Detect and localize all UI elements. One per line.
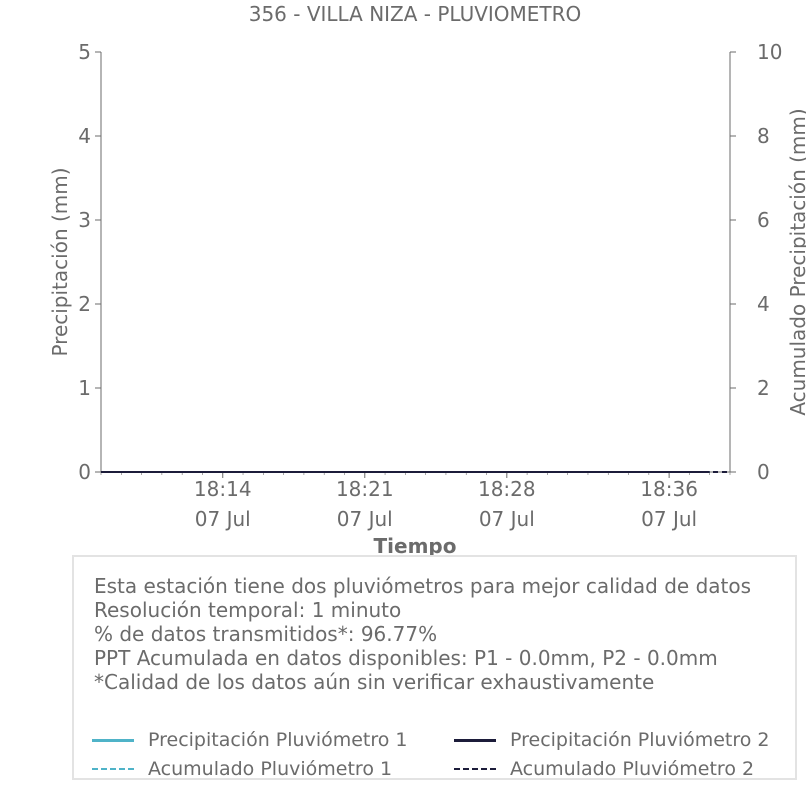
x-tick-date-label: 07 Jul [479,507,535,531]
y2-tick-label: 6 [757,208,770,232]
legend-item: Acumulado Pluviómetro 2 [454,758,754,780]
info-panel: Esta estación tiene dos pluviómetros par… [72,555,797,780]
y-tick-label: 2 [78,292,91,316]
x-tick-label: 18:21 [336,477,394,501]
chart: 356 - VILLA NIZA - PLUVIOMETRO 0 1 2 3 4 5 0 2 4… [48,2,806,556]
legend-item: Precipitación Pluviómetro 2 [454,729,770,751]
info-line: PPT Acumulada en datos disponibles: P1 -… [94,646,718,670]
y-tick-label: 5 [78,40,91,64]
y-tick-label: 3 [78,208,91,232]
y2-tick-label: 2 [757,376,770,400]
y2-tick-label: 4 [757,292,770,316]
legend-label: Precipitación Pluviómetro 2 [510,729,770,751]
y-axis-label: Precipitación (mm) [48,167,72,356]
legend-label: Precipitación Pluviómetro 1 [148,729,408,751]
legend-label: Acumulado Pluviómetro 1 [148,758,393,780]
x-tick-label: 18:36 [640,477,698,501]
x-axis-label: Tiempo [374,534,457,556]
x-tick-date-label: 07 Jul [195,507,251,531]
y-tick-label: 0 [78,460,91,484]
y-tick-label: 4 [78,124,91,148]
legend-swatch [454,738,496,742]
legend-swatch [454,768,496,770]
legend-item: Acumulado Pluviómetro 1 [92,758,392,780]
x-tick-date-label: 07 Jul [641,507,697,531]
info-line: Resolución temporal: 1 minuto [94,598,402,622]
info-line: Esta estación tiene dos pluviómetros par… [94,574,752,598]
x-tick-label: 18:14 [194,477,252,501]
y-tick-label: 1 [78,376,91,400]
y2-tick-label: 0 [757,460,770,484]
chart-title: 356 - VILLA NIZA - PLUVIOMETRO [249,2,582,26]
info-line: *Calidad de los datos aún sin verificar … [94,670,655,694]
x-tick-date-label: 07 Jul [337,507,393,531]
y2-tick-label: 10 [757,40,782,64]
legend-swatch [92,738,134,742]
info-text: Esta estación tiene dos pluviómetros par… [94,574,751,694]
legend-label: Acumulado Pluviómetro 2 [510,758,755,780]
x-tick-label: 18:28 [478,477,536,501]
y2-tick-label: 8 [757,124,770,148]
legend-item: Precipitación Pluviómetro 1 [92,729,408,751]
legend-swatch [92,768,134,770]
info-line: % de datos transmitidos*: 96.77% [94,622,438,646]
y2-axis-label: Acumulado Precipitación (mm) [786,108,806,415]
axes: 0 1 2 3 4 5 0 2 4 6 8 10 18:14 07 Jul 18:21 07 Jul 18:28… [78,40,782,531]
